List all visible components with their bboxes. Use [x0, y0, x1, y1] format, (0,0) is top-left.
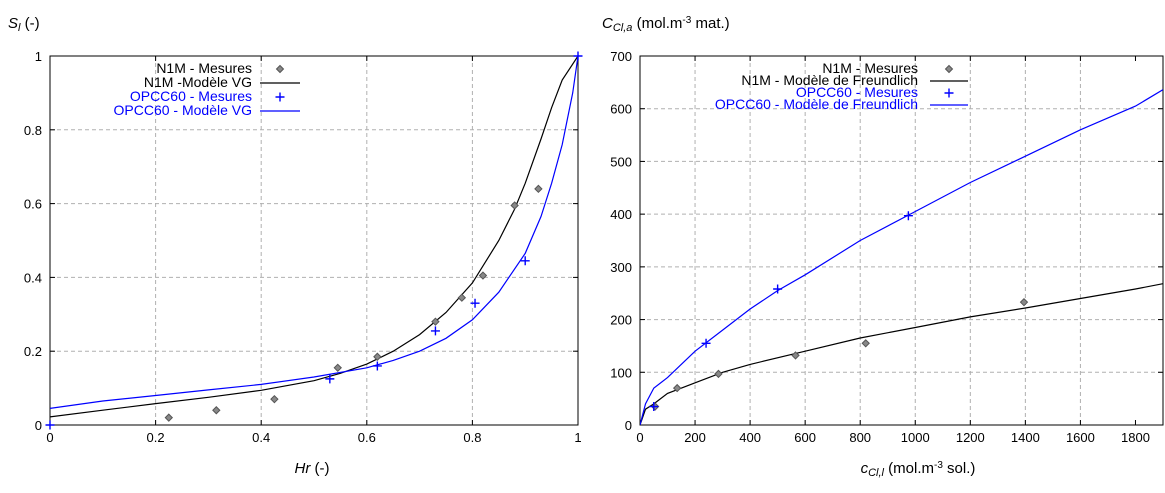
y-tick-label: 300 [610, 260, 632, 275]
data-point-plus [372, 361, 382, 371]
y-tick-label: 100 [610, 365, 632, 380]
x-axis-label-main: Hr [295, 460, 312, 477]
data-point-plus [470, 298, 480, 308]
x-tick-label: 1200 [956, 430, 985, 445]
y-tick-label: 0.4 [24, 270, 42, 285]
legend-marker-sample [944, 88, 954, 98]
y-axis-label-main: C [602, 15, 613, 32]
chart-right: 0 200 400 600 800 1000 1200 1400 1600 1800 0 100 200… [602, 15, 1164, 479]
x-axis-label-tail: sol.) [943, 460, 976, 477]
data-point-plus [520, 256, 530, 266]
series-line [640, 283, 1163, 425]
x-axis-label: Hr (-) [295, 460, 330, 477]
y-tick-label: 400 [610, 207, 632, 222]
x-axis-label: cCl,l (mol.m-3 sol.) [861, 460, 976, 479]
legend-marker-sample [275, 64, 285, 74]
data-point-diamond [672, 383, 682, 393]
y-axis-label-unit: (-) [20, 15, 39, 32]
x-tick-label: 1600 [1066, 430, 1095, 445]
y-axis-label-main: S [8, 15, 18, 32]
data-point-diamond [534, 184, 543, 194]
x-tick-label: 0 [46, 430, 53, 445]
x-tick-label: 0 [636, 430, 643, 445]
series-line [640, 89, 1163, 425]
data-point-diamond [457, 293, 467, 302]
plot-frame [639, 55, 1164, 426]
data-point-plus [701, 338, 711, 348]
series-group [640, 89, 1163, 425]
series-line [50, 56, 578, 418]
x-tick-label: 800 [849, 430, 871, 445]
data-point-diamond [861, 339, 870, 348]
x-axis-label-main: c [861, 460, 869, 477]
y-axis-label: Sl (-) [8, 15, 40, 34]
data-point-diamond [373, 352, 382, 361]
y-tick-label: 0.2 [24, 344, 42, 359]
y-tick-label: 0.8 [24, 123, 42, 138]
y-axis-label: CCl,a (mol.m-3 mat.) [602, 15, 730, 34]
data-point-plus [45, 420, 55, 430]
y-tick-label: 500 [610, 154, 632, 169]
x-tick-label: 200 [684, 430, 706, 445]
x-tick-label: 0.4 [252, 430, 270, 445]
x-tick-label: 0.2 [147, 430, 165, 445]
data-point-diamond [333, 363, 342, 373]
y-tick-label: 0 [625, 418, 632, 433]
y-tick-label: 1 [35, 49, 42, 64]
legend-label: N1M - Modèle de Freundlich [741, 72, 918, 88]
legend-marker-sample [944, 64, 954, 74]
x-axis-label-superscript: -3 [934, 460, 943, 471]
y-axis-label-tail: mat.) [691, 15, 729, 32]
y-tick-label: 0.6 [24, 197, 42, 212]
x-tick-label: 400 [739, 430, 761, 445]
data-point-diamond [714, 369, 723, 379]
x-axis-label-unit: (-) [310, 460, 329, 477]
legend-marker-sample [275, 92, 285, 102]
x-axis-label-subscript: Cl,l [868, 467, 884, 479]
y-axis-label-unit: (mol.m [632, 15, 682, 32]
x-tick-label: 0.8 [463, 430, 481, 445]
plot-frame [49, 55, 579, 426]
x-tick-label: 1 [574, 430, 581, 445]
x-tick-label: 1000 [901, 430, 930, 445]
data-point-plus [325, 374, 335, 384]
data-point-diamond [478, 271, 488, 280]
series-group [50, 56, 578, 418]
data-point-plus [649, 402, 659, 412]
x-tick-label: 1400 [1011, 430, 1040, 445]
data-point-plus [573, 51, 583, 61]
y-axis-label-superscript: -3 [682, 15, 691, 26]
legend-label: OPCC60 - Mesures [130, 88, 252, 104]
x-tick-label: 600 [794, 430, 816, 445]
data-point-diamond [270, 394, 279, 404]
y-tick-label: 700 [610, 49, 632, 64]
y-tick-label: 600 [610, 102, 632, 117]
x-tick-label: 1800 [1121, 430, 1150, 445]
y-tick-label: 200 [610, 313, 632, 328]
data-point-plus [430, 326, 440, 336]
legend-label: N1M -Modèle VG [144, 74, 252, 90]
data-point-diamond [791, 351, 800, 360]
legend-label: N1M - Mesures [156, 60, 252, 76]
series-line [50, 56, 578, 409]
data-point-plus [773, 284, 783, 294]
data-point-plus [903, 211, 913, 221]
x-axis-label-unit: (mol.m [884, 460, 934, 477]
data-point-diamond [431, 317, 440, 326]
y-axis-label-subscript: l [18, 22, 21, 34]
y-axis-label-subscript: Cl,a [613, 22, 633, 34]
legend-label: OPCC60 - Mesures [796, 84, 918, 100]
y-tick-label: 0 [35, 418, 42, 433]
legend-label: OPCC60 - Modèle de Freundlich [715, 96, 918, 112]
data-point-diamond [510, 201, 519, 210]
data-point-diamond [164, 413, 174, 422]
legend-label: N1M - Mesures [822, 60, 918, 76]
x-tick-label: 0.6 [358, 430, 376, 445]
data-point-diamond [212, 406, 221, 415]
legend-label: OPCC60 - Modèle VG [114, 102, 253, 118]
data-point-diamond [1019, 297, 1029, 307]
